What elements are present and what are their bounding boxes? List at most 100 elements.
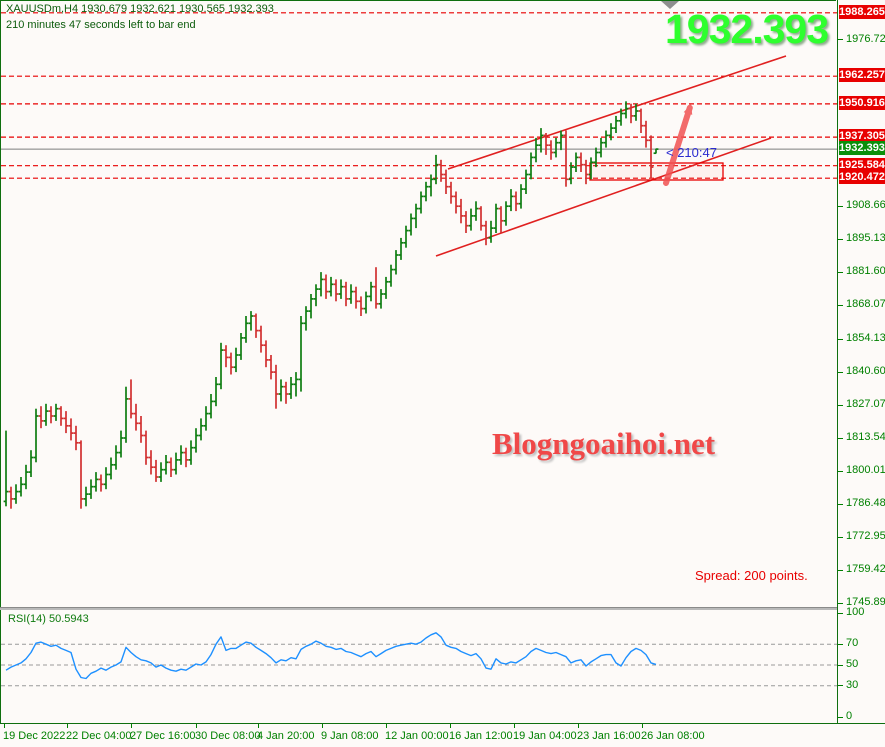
ohlc-bar <box>328 276 334 297</box>
ohlc-bar <box>303 306 309 331</box>
price-tick-mark <box>838 602 843 604</box>
ohlc-bar <box>428 174 434 197</box>
ohlc-bar <box>183 447 189 468</box>
price-tick-label: 1854.130 <box>846 332 885 345</box>
ohlc-bar <box>23 464 29 490</box>
ohlc-bar <box>38 406 44 429</box>
price-tick-mark <box>838 536 843 538</box>
time-axis[interactable]: 19 Dec 2022 22 Dec 04:00 27 Dec 16:00 30 De… <box>0 723 885 747</box>
level-price-badge: 1937.305 <box>839 129 885 144</box>
ohlc-bar <box>63 411 69 434</box>
price-tick-mark <box>838 569 843 571</box>
ohlc-bar <box>578 152 584 172</box>
pane-separator-handle[interactable] <box>0 607 837 610</box>
rsi-chart-canvas[interactable] <box>1 610 837 723</box>
ohlc-bar <box>458 198 464 224</box>
ohlc-bar <box>503 201 509 226</box>
price-axis[interactable]: 1976.720 1908.660 1895.130 1881.600 1868.070… <box>837 0 885 723</box>
ohlc-bar <box>373 267 379 309</box>
ohlc-bar <box>368 281 374 302</box>
time-tick-mark <box>196 724 197 728</box>
ohlc-bar <box>313 284 319 307</box>
time-tick-label: 19 Dec 2022 <box>3 730 66 742</box>
ohlc-bar <box>518 184 524 209</box>
ohlc-bar <box>513 191 519 212</box>
time-tick-label: 12 Jan 00:00 <box>385 730 449 742</box>
price-tick-label: 1895.130 <box>846 232 885 245</box>
ohlc-bar <box>268 355 274 380</box>
ohlc-bar <box>653 148 659 155</box>
price-tick-mark <box>838 404 843 406</box>
ohlc-bar <box>413 203 419 229</box>
spread-label: Spread: 200 points. <box>695 568 808 583</box>
breakout-arrow <box>663 104 693 186</box>
rsi-tick-label: 100 <box>846 606 865 618</box>
ohlc-bar <box>238 333 244 360</box>
price-tick-label: 1813.540 <box>846 431 885 444</box>
price-tick-label: 1908.660 <box>846 199 885 211</box>
ohlc-bar <box>98 474 104 492</box>
level-price-badge: 1950.916 <box>839 95 885 110</box>
time-tick-mark <box>131 724 132 728</box>
chart-shift-triangle-icon[interactable] <box>661 1 679 9</box>
time-tick-label: 16 Jan 12:00 <box>449 730 513 742</box>
ohlc-bar <box>448 181 454 204</box>
ohlc-bar <box>483 220 489 246</box>
ohlc-bar <box>478 206 484 231</box>
ohlc-bar <box>568 162 574 185</box>
time-tick-mark <box>642 724 643 728</box>
price-tick-label: 1868.070 <box>846 298 885 311</box>
price-tick-mark <box>838 271 843 273</box>
ohlc-bar <box>193 428 199 453</box>
ohlc-bar <box>338 279 344 299</box>
ohlc-bar <box>393 250 399 275</box>
ohlc-bar <box>408 213 414 236</box>
time-tick-mark <box>258 724 259 728</box>
level-price-badge: 1962.257 <box>839 68 885 83</box>
rsi-tick-mark <box>838 716 843 718</box>
main-chart-pane[interactable] <box>0 0 837 608</box>
ohlc-bar <box>123 386 129 443</box>
rsi-tick-mark <box>838 643 843 645</box>
ohlc-bar <box>198 418 204 441</box>
ohlc-bar <box>308 294 314 319</box>
ohlc-bar <box>128 379 134 419</box>
ohlc-bar <box>228 352 234 375</box>
ohlc-bar <box>68 418 74 441</box>
ohlc-bar <box>178 445 184 465</box>
time-tick-mark <box>67 724 68 728</box>
ohlc-bar <box>493 203 499 233</box>
ohlc-bar <box>143 430 149 465</box>
time-tick-mark <box>578 724 579 728</box>
level-price-badge: 1925.584 <box>839 157 885 172</box>
ohlc-bar <box>378 289 384 309</box>
ohlc-bar <box>488 220 494 243</box>
watermark: Blogngoaihoi.net <box>492 426 716 461</box>
ohlc-bar <box>73 425 79 451</box>
rsi-indicator-pane[interactable] <box>0 610 837 723</box>
ohlc-bar <box>583 159 589 185</box>
price-tick-label: 1759.420 <box>846 563 885 576</box>
ohlc-bar <box>8 486 14 509</box>
time-tick-label: 27 Dec 16:00 <box>130 730 196 742</box>
ohlc-bar <box>113 445 119 470</box>
ohlc-bar <box>243 316 249 343</box>
ohlc-bar <box>208 394 214 419</box>
rsi-line <box>5 632 657 680</box>
ohlc-bar <box>233 347 239 373</box>
rsi-tick-mark <box>838 685 843 687</box>
price-tick-label: 1745.890 <box>846 596 885 609</box>
price-chart-canvas[interactable] <box>1 1 837 608</box>
ohlc-bar <box>433 154 439 185</box>
ohlc-bar <box>383 276 389 299</box>
time-tick-label: 23 Jan 16:00 <box>577 730 641 742</box>
ohlc-bar <box>498 206 504 233</box>
ohlc-bar <box>603 130 609 148</box>
ohlc-bar <box>543 133 549 155</box>
ohlc-bar <box>273 364 279 409</box>
ohlc-bar <box>173 452 179 475</box>
time-tick-label: 26 Jan 08:00 <box>641 730 705 742</box>
time-tick-label: 4 Jan 20:00 <box>257 730 315 742</box>
ohlc-bar <box>643 120 649 148</box>
ohlc-bar <box>613 115 619 133</box>
